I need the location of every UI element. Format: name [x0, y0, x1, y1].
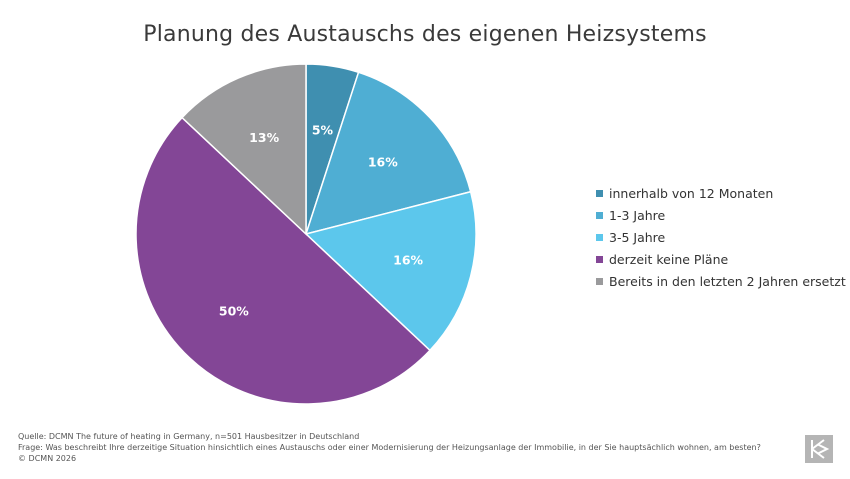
- footer: Quelle: DCMN The future of heating in Ge…: [18, 431, 761, 464]
- pie-slice-3: [135, 116, 431, 405]
- legend-item-1: 1-3 Jahre: [596, 204, 846, 226]
- source-note: Quelle: DCMN The future of heating in Ge…: [18, 432, 360, 441]
- legend-swatch-0: [596, 189, 603, 197]
- chart-legend: innerhalb von 12 Monaten 1-3 Jahre 3-5 Jah…: [596, 182, 846, 292]
- legend-item-0: innerhalb von 12 Monaten: [596, 182, 846, 204]
- question-note: Frage: Was beschreibt Ihre derzeitige Si…: [18, 443, 761, 452]
- slice-data-label-3: 50%: [219, 303, 249, 318]
- legend-swatch-1: [596, 211, 603, 219]
- legend-label-0: innerhalb von 12 Monaten: [609, 185, 774, 201]
- legend-label-1: 1-3 Jahre: [609, 207, 666, 223]
- legend-label-3: derzeit keine Pläne: [609, 251, 729, 267]
- legend-item-3: derzeit keine Pläne: [596, 248, 846, 270]
- legend-label-4: Bereits in den letzten 2 Jahren ersetzt: [609, 273, 846, 289]
- legend-swatch-2: [596, 233, 603, 241]
- dcmn-logo-icon: [805, 435, 833, 463]
- legend-swatch-4: [596, 277, 603, 285]
- copyright-note: © DCMN 2026: [18, 454, 77, 463]
- pie-slice-2: [304, 190, 477, 352]
- slice-data-label-0: 5%: [312, 122, 334, 137]
- legend-swatch-3: [596, 255, 603, 263]
- slice-data-label-1: 16%: [368, 154, 398, 169]
- legend-item-4: Bereits in den letzten 2 Jahren ersetzt: [596, 270, 846, 292]
- slice-data-label-2: 16%: [393, 253, 423, 268]
- pie-slice-1: [304, 71, 472, 236]
- pie-slice-4: [181, 63, 307, 236]
- legend-item-2: 3-5 Jahre: [596, 226, 846, 248]
- legend-label-2: 3-5 Jahre: [609, 229, 666, 245]
- slice-data-label-4: 13%: [249, 130, 279, 145]
- chart-title: Planung des Austauschs des eigenen Heizs…: [143, 22, 707, 47]
